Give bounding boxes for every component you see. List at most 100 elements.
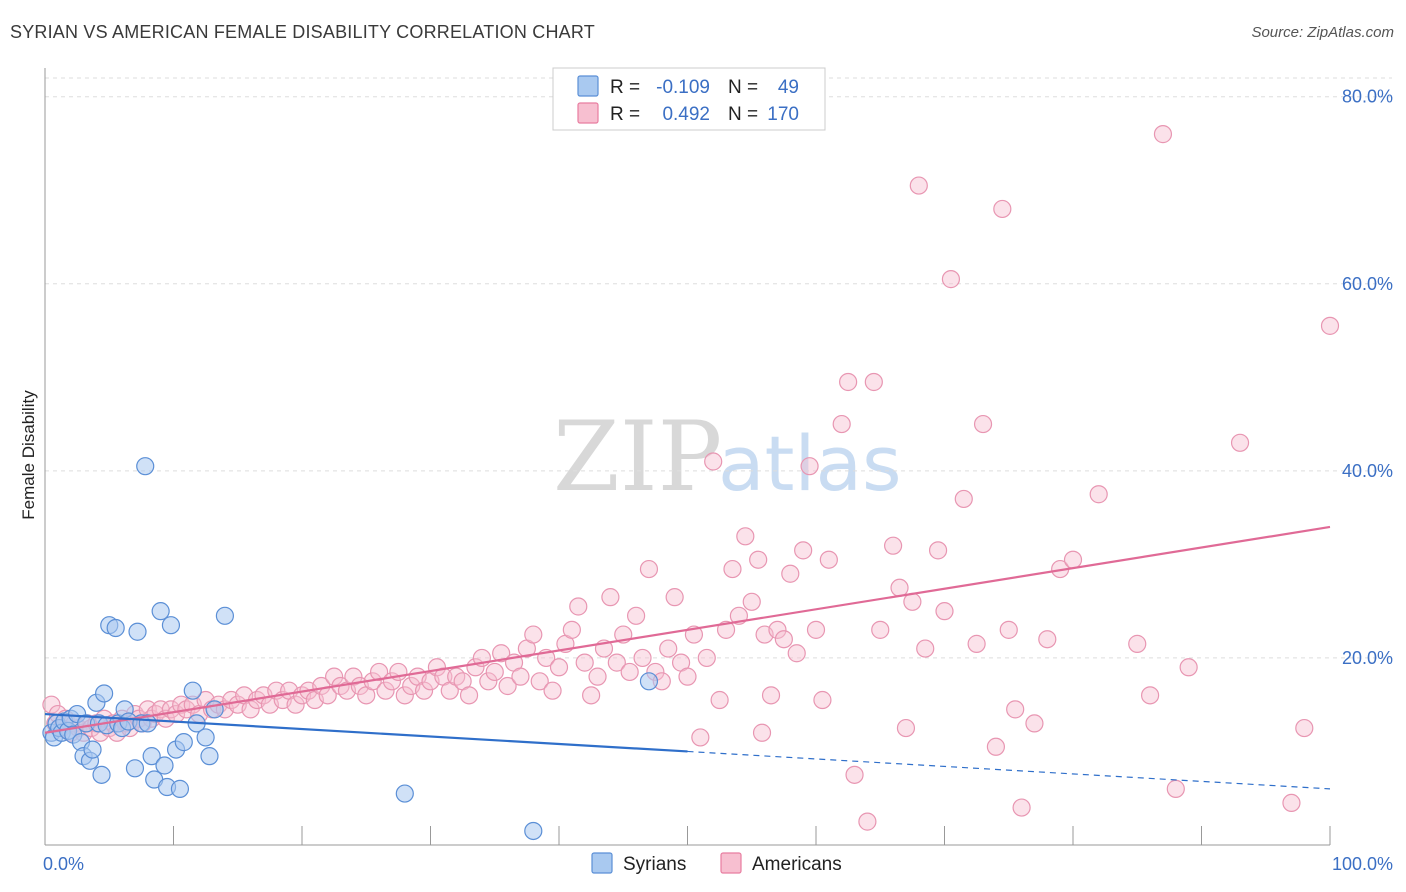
syrians-point-17 xyxy=(92,765,111,784)
x-tick-label-max: 100.0% xyxy=(1332,854,1393,874)
americans-point-166 xyxy=(1282,793,1301,813)
syrians-point-44 xyxy=(205,700,224,719)
americans-point-101 xyxy=(626,606,646,625)
americans-point-68 xyxy=(414,681,434,700)
americans-point-147 xyxy=(954,489,973,509)
americans-point-128 xyxy=(800,457,819,476)
americans-point-48 xyxy=(286,695,305,714)
americans-point-75 xyxy=(459,686,479,705)
americans-point-113 xyxy=(704,452,723,471)
syrians-point-46 xyxy=(395,784,414,803)
americans-point-62 xyxy=(376,681,395,700)
syrians-point-36 xyxy=(161,616,181,635)
syrians-point-38 xyxy=(170,779,190,798)
americans-point-94 xyxy=(582,686,601,705)
americans-point-152 xyxy=(999,620,1018,639)
americans-point-155 xyxy=(1025,714,1044,733)
syrians-trend-extension xyxy=(687,750,1331,790)
legend-r-label-syrians: R = xyxy=(610,77,640,98)
syrians-point-14 xyxy=(83,740,102,759)
syrians-point-27 xyxy=(128,622,147,641)
americans-point-92 xyxy=(569,597,588,616)
americans-point-85 xyxy=(524,625,543,644)
watermark-zip: ZIP xyxy=(553,401,722,513)
americans-point-153 xyxy=(1006,700,1025,719)
syrians-point-18 xyxy=(95,684,114,703)
legend-swatch-syrians xyxy=(577,75,599,97)
americans-point-125 xyxy=(781,564,800,583)
syrians-point-43 xyxy=(200,747,219,766)
watermark-atlas: atlas xyxy=(718,419,902,508)
americans-point-86 xyxy=(530,672,549,691)
syrians-point-34 xyxy=(155,756,174,775)
americans-point-124 xyxy=(774,630,793,649)
americans-point-160 xyxy=(1128,634,1147,653)
americans-point-57 xyxy=(344,667,363,686)
americans-point-109 xyxy=(678,667,697,686)
syrians-point-29 xyxy=(136,457,155,476)
americans-point-140 xyxy=(896,718,916,738)
americans-point-97 xyxy=(601,588,620,607)
syrians-point-47 xyxy=(524,821,543,841)
americans-point-119 xyxy=(742,592,761,611)
americans-point-120 xyxy=(749,550,768,569)
americans-point-163 xyxy=(1166,779,1185,798)
americans-point-156 xyxy=(1038,630,1057,649)
legend-box: R = -0.109 N = 49 R = 0.492 N = 170 xyxy=(552,67,826,131)
americans-trend-line xyxy=(44,525,1331,734)
americans-point-143 xyxy=(916,639,935,658)
americans-point-148 xyxy=(967,634,986,653)
americans-point-103 xyxy=(639,559,659,579)
americans-point-118 xyxy=(736,527,755,546)
americans-point-114 xyxy=(710,690,729,710)
legend-r-value-americans: 0.492 xyxy=(662,104,710,125)
americans-point-161 xyxy=(1140,686,1160,705)
bottom-legend: Syrians Americans xyxy=(591,852,842,875)
americans-point-123 xyxy=(768,620,787,639)
americans-point-165 xyxy=(1230,433,1250,452)
americans-point-107 xyxy=(665,588,684,607)
americans-point-150 xyxy=(986,737,1006,756)
americans-point-95 xyxy=(588,667,607,686)
y-tick-label-1: 40.0% xyxy=(1342,461,1393,481)
legend-n-label-americans: N = xyxy=(728,104,758,125)
legend-r-value-syrians: -0.109 xyxy=(656,77,710,98)
americans-point-127 xyxy=(794,541,813,560)
americans-point-139 xyxy=(890,578,909,597)
americans-point-116 xyxy=(723,559,742,579)
americans-point-130 xyxy=(813,690,832,710)
americans-point-162 xyxy=(1153,125,1173,144)
americans-point-151 xyxy=(993,199,1012,219)
americans-point-134 xyxy=(845,765,864,784)
y-tick-label-2: 60.0% xyxy=(1342,274,1393,294)
americans-point-137 xyxy=(871,620,890,639)
americans-point-98 xyxy=(607,653,626,672)
americans-point-164 xyxy=(1179,658,1198,677)
axes xyxy=(44,68,1331,846)
source-credit: Source: ZipAtlas.com xyxy=(1251,24,1394,41)
americans-point-79 xyxy=(485,662,504,682)
americans-point-115 xyxy=(716,620,736,639)
legend-swatch-americans xyxy=(577,102,599,124)
americans-point-78 xyxy=(479,672,498,691)
syrians-point-33 xyxy=(151,602,170,621)
americans-point-158 xyxy=(1063,550,1083,569)
americans-point-106 xyxy=(659,639,678,658)
trend-lines xyxy=(44,525,1331,790)
syrians-point-42 xyxy=(196,728,215,747)
syrians-point-31 xyxy=(142,747,161,766)
americans-point-167 xyxy=(1295,718,1314,738)
americans-point-145 xyxy=(935,602,954,621)
americans-point-111 xyxy=(691,728,710,747)
americans-point-131 xyxy=(819,550,838,569)
bottom-legend-label-americans: Americans xyxy=(752,854,842,875)
syrians-trend-line xyxy=(44,712,688,753)
americans-point-169 xyxy=(752,723,772,742)
americans-point-65 xyxy=(395,686,414,705)
americans-point-89 xyxy=(549,658,569,677)
americans-point-129 xyxy=(806,620,826,639)
americans-point-122 xyxy=(761,686,781,705)
americans-point-142 xyxy=(909,176,928,195)
gridlines xyxy=(45,77,1392,659)
y-axis-title: Female Disability xyxy=(19,390,38,520)
